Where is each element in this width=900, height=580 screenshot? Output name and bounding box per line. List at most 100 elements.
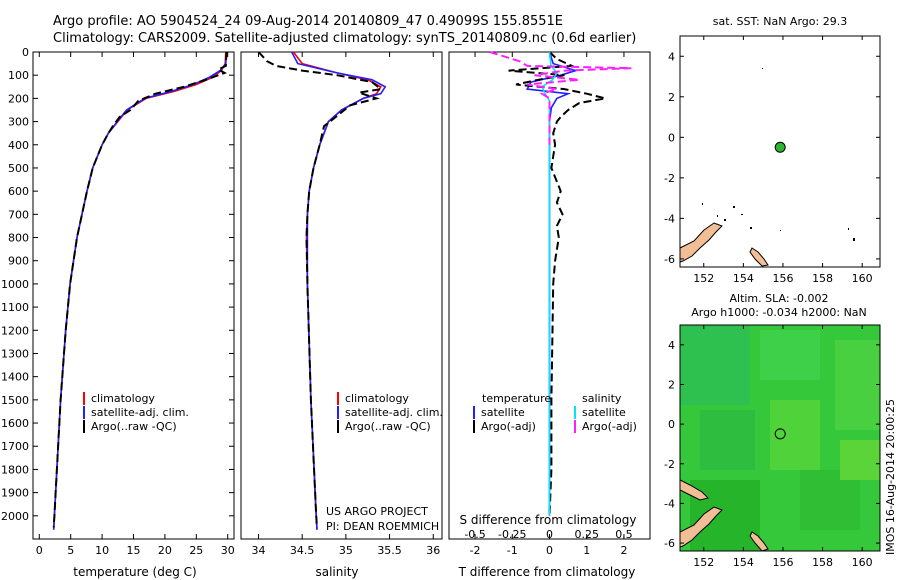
temperature-plot-frame	[32, 51, 235, 540]
sla-coastline	[680, 479, 769, 551]
legend-label-s-satellite: satellite	[582, 406, 626, 419]
x-tick-label: 10	[95, 544, 109, 557]
y-tick-label: 2000	[1, 510, 29, 523]
sla-title-line-1: Altim. SLA: -0.002	[729, 292, 828, 305]
series-line-argo-adj-	[508, 51, 606, 516]
sst-map-axes: 152 154 156 158 160 4 2 0 -2 -4 -6	[664, 36, 880, 285]
map-y-tick-label: 2	[668, 378, 675, 391]
difference-top-label: S difference from climatology	[460, 513, 637, 527]
x-tick-label: -2	[470, 544, 481, 557]
series-line-satellite	[541, 51, 558, 516]
legend-label-satellite-adj: satellite-adj. clim.	[91, 406, 189, 419]
y-tick-label: 1000	[1, 278, 29, 291]
y-tick-label: 100	[8, 69, 29, 82]
pi-annotation: PI: DEAN ROEMMICH	[326, 520, 439, 533]
s-tick-label: 0.25	[574, 528, 599, 541]
x-tick-label: 2	[620, 544, 627, 557]
argo-position-marker	[774, 428, 786, 440]
y-tick-label: 1700	[1, 440, 29, 453]
sla-map-panel: Altim. SLA: -0.002 Argo h1000: -0.034 h2…	[664, 292, 881, 569]
coastline-land	[679, 222, 769, 267]
map-y-tick-label: -6	[664, 537, 675, 550]
project-annotation: US ARGO PROJECT	[326, 505, 428, 518]
timestamp-stamp: IMOS 16-Aug-2014 20:00:25	[884, 399, 897, 555]
land-bougainville	[749, 247, 769, 267]
x-tick-label: 35	[339, 544, 353, 557]
map-y-tick-label: 2	[668, 91, 675, 104]
x-tick-label: 20	[158, 544, 172, 557]
map-y-tick-label: -6	[664, 253, 675, 266]
s-tick-label: 0.5	[615, 528, 633, 541]
temperature-series	[52, 51, 228, 530]
y-tick-label: 600	[8, 185, 29, 198]
difference-xlabel: T difference from climatology	[458, 565, 636, 579]
salinity-legend: climatology satellite-adj. clim. Argo(..…	[337, 392, 443, 433]
x-tick-label: -1	[507, 544, 518, 557]
salinity-series	[257, 51, 387, 530]
y-tick-label: 1800	[1, 463, 29, 476]
x-tick-label: 15	[127, 544, 141, 557]
map-y-tick-label: -4	[664, 497, 675, 510]
y-tick-label: 0	[22, 46, 29, 59]
map-x-tick-label: 158	[812, 272, 833, 285]
sla-field-texture	[680, 325, 880, 551]
sst-map-title: sat. SST: NaN Argo: 29.3	[713, 15, 847, 28]
map-y-tick-label: 4	[668, 339, 675, 352]
argo-position-marker	[774, 141, 786, 153]
salinity-plot-frame	[240, 51, 443, 540]
y-tick-label: 500	[8, 162, 29, 175]
temperature-xlabel: temperature (deg C)	[73, 565, 196, 579]
legend-label-climatology: climatology	[91, 392, 155, 405]
map-x-tick-label: 160	[852, 272, 873, 285]
land-new-britain	[679, 222, 723, 263]
x-tick-label: 35.5	[377, 544, 402, 557]
map-y-tick-label: -2	[664, 172, 675, 185]
map-x-tick-label: 156	[772, 272, 793, 285]
series-line-argo-raw-qc-	[52, 51, 228, 528]
y-tick-label: 1400	[1, 371, 29, 384]
y-tick-label: 1100	[1, 301, 29, 314]
salinity-panel: 34 34.5 35 35.5 36 salinity climatology sate…	[240, 51, 443, 579]
s-tick-label: -0.5	[464, 528, 485, 541]
legend-label-s-argo: Argo(-adj)	[582, 420, 637, 433]
salinity-axis: 34 34.5 35 35.5 36	[251, 52, 440, 557]
legend-label-satellite-adj: satellite-adj. clim.	[345, 406, 443, 419]
map-y-tick-label: 0	[668, 131, 675, 144]
x-tick-label: 25	[189, 544, 203, 557]
y-tick-label: 1900	[1, 487, 29, 500]
y-tick-label: 900	[8, 255, 29, 268]
map-x-tick-label: 160	[852, 556, 873, 569]
y-tick-label: 1600	[1, 417, 29, 430]
difference-series	[489, 51, 632, 516]
x-tick-label: 1	[583, 544, 590, 557]
y-tick-label: 1200	[1, 324, 29, 337]
s-tick-label: 0	[546, 528, 553, 541]
map-y-tick-label: 4	[668, 50, 675, 63]
sla-map-axes: 152 154 156 158 160 4 2 0 -2 -4 -6	[664, 325, 880, 569]
x-tick-label: 5	[67, 544, 74, 557]
x-tick-label: 0	[546, 544, 553, 557]
x-tick-label: 0	[36, 544, 43, 557]
y-tick-label: 700	[8, 208, 29, 221]
legend-label-t-argo: Argo(-adj)	[481, 420, 536, 433]
difference-panel: -2 -1 0 1 2 -0.5 -0.25 0 0.25 0.5 T difference f…	[448, 51, 651, 579]
map-x-tick-label: 154	[733, 556, 754, 569]
difference-legend: temperature salinity satellite Argo(-adj…	[473, 392, 637, 433]
x-tick-label: 36	[426, 544, 440, 557]
legend-header-temperature: temperature	[482, 392, 551, 405]
map-x-tick-label: 158	[812, 556, 833, 569]
header-line-2: Climatology: CARS2009. Satellite-adjuste…	[53, 31, 636, 46]
y-tick-label: 400	[8, 139, 29, 152]
map-x-tick-label: 152	[693, 556, 714, 569]
temperature-legend: climatology satellite-adj. clim. Argo(..…	[83, 392, 189, 433]
coastline-islands	[702, 68, 855, 241]
legend-label-climatology: climatology	[345, 392, 409, 405]
salinity-xlabel: salinity	[315, 565, 358, 579]
map-y-tick-label: -2	[664, 458, 675, 471]
series-line-argo-adj-	[489, 51, 632, 145]
sla-map-points	[774, 428, 786, 440]
header-line-1: Argo profile: AO 5904524_24 09-Aug-2014 …	[53, 14, 563, 29]
temperature-axis: 0 5 10 15 20 25 30	[36, 52, 235, 557]
x-tick-label: 34.5	[290, 544, 315, 557]
s-difference-axis: -0.5 -0.25 0 0.25 0.5	[464, 528, 632, 541]
